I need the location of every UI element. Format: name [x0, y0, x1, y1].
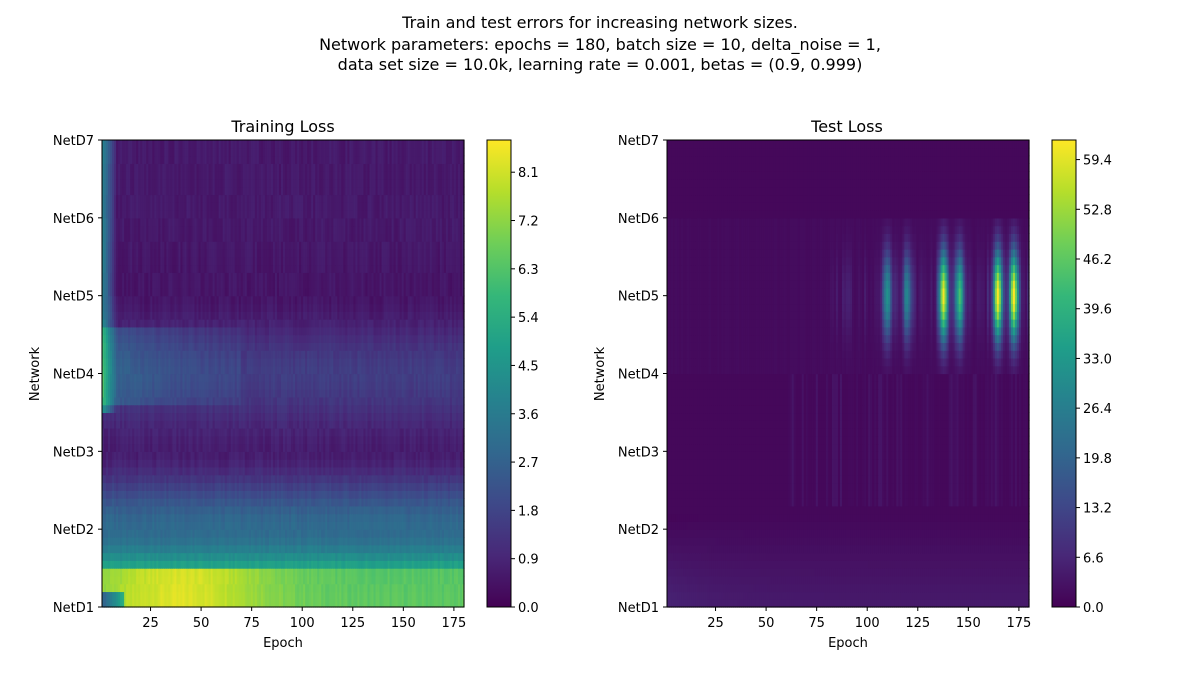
suptitle-line-2: Network parameters: epochs = 180, batch …: [319, 35, 881, 55]
training-loss-chart: Training Loss 25 50 75 100 125 150 175 NetD1Ne…: [28, 117, 539, 651]
suptitle-line-3: data set size = 10.0k, learning rate = 0…: [338, 55, 863, 74]
training-loss-title: Training Loss: [230, 117, 334, 136]
training-loss-heatmap: [102, 140, 465, 608]
suptitle-line-1: Train and test errors for increasing net…: [401, 13, 798, 32]
